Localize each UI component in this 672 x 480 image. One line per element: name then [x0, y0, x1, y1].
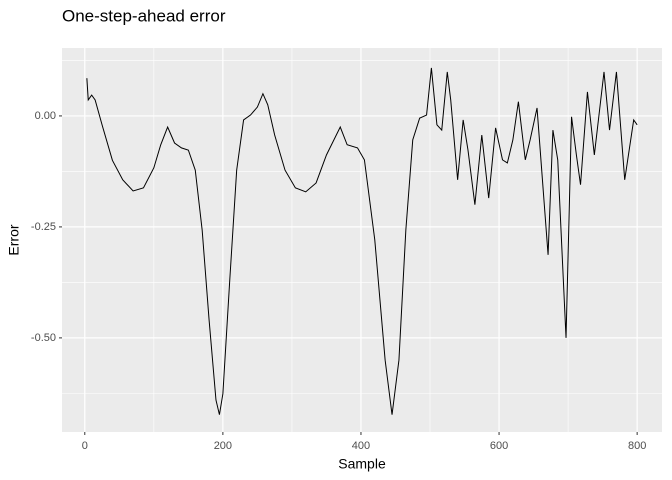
chart-title: One-step-ahead error [62, 6, 226, 25]
x-tick-label: 0 [82, 440, 88, 452]
y-tick-label: 0.00 [35, 110, 56, 122]
x-tick-label: 800 [628, 440, 646, 452]
line [86, 67, 638, 415]
x-tick-label: 200 [214, 440, 232, 452]
y-axis-label: Error [6, 224, 22, 255]
y-tick-label: -0.25 [31, 221, 56, 233]
x-tick-label: 600 [490, 440, 508, 452]
y-tick-label: -0.50 [31, 332, 56, 344]
x-tick-label: 400 [352, 440, 370, 452]
x-axis-label: Sample [338, 456, 386, 472]
plot-background [62, 48, 662, 432]
